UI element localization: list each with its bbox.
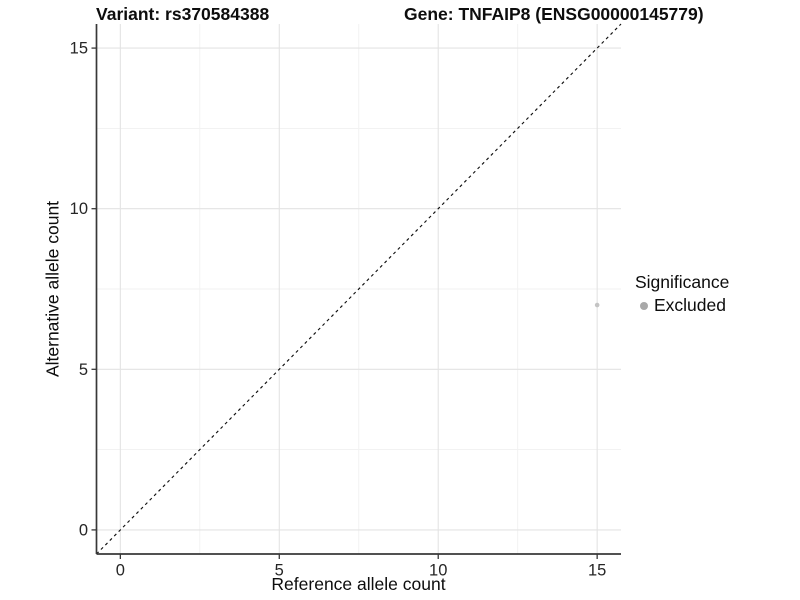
identity-dashed-line (96, 23, 622, 555)
y-axis-title: Alternative allele count (42, 200, 63, 378)
y-axis-tick-label: 0 (79, 521, 88, 539)
legend-entries: Excluded (635, 295, 729, 316)
x-axis-title: Reference allele count (271, 574, 446, 594)
x-axis-tick-label: 15 (588, 562, 606, 580)
legend-key-dot (640, 301, 648, 310)
x-axis-tick-label: 0 (116, 562, 125, 580)
y-axis-tick-label: 10 (70, 200, 88, 218)
y-axis-tick-label: 15 (70, 40, 88, 58)
legend-entry: Excluded (635, 295, 729, 316)
legend: Significance Excluded (635, 271, 729, 316)
y-axis-tick-label: 5 (79, 361, 88, 379)
legend-title: Significance (635, 272, 730, 292)
data-point (594, 302, 600, 308)
legend-entry-label: Excluded (654, 295, 726, 315)
plot-title-gene: Gene: TNFAIP8 (ENSG00000145779) (404, 4, 704, 24)
x-axis-tick-label: 10 (429, 562, 447, 580)
x-axis-tick-label: 5 (275, 562, 284, 580)
plot-title-variant: Variant: rs370584388 (96, 4, 270, 24)
